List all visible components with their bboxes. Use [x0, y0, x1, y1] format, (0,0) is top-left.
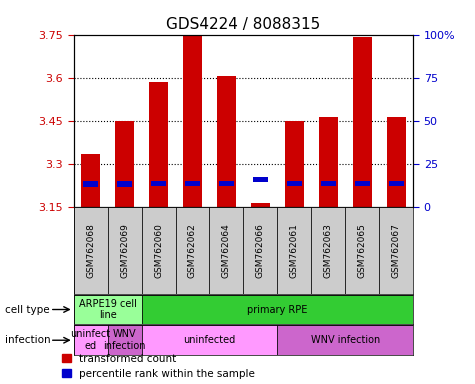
- Bar: [183, 36, 202, 207]
- Text: GSM762061: GSM762061: [290, 223, 299, 278]
- FancyBboxPatch shape: [277, 325, 413, 355]
- FancyBboxPatch shape: [379, 207, 413, 294]
- Text: GSM762062: GSM762062: [188, 223, 197, 278]
- Text: GSM762064: GSM762064: [222, 223, 231, 278]
- Text: WNV infection: WNV infection: [311, 335, 380, 345]
- Bar: [185, 180, 200, 186]
- Bar: [219, 180, 234, 186]
- Text: GSM762068: GSM762068: [86, 223, 95, 278]
- Bar: [253, 177, 268, 182]
- Bar: [115, 121, 134, 207]
- Text: infection: infection: [5, 335, 50, 345]
- FancyBboxPatch shape: [107, 207, 142, 294]
- Bar: [81, 154, 100, 207]
- Text: GSM762069: GSM762069: [120, 223, 129, 278]
- Bar: [83, 182, 98, 187]
- Text: GSM762065: GSM762065: [358, 223, 367, 278]
- FancyBboxPatch shape: [209, 207, 243, 294]
- FancyBboxPatch shape: [243, 207, 277, 294]
- Bar: [117, 182, 132, 187]
- Text: uninfect
ed: uninfect ed: [71, 329, 111, 351]
- Text: GSM762060: GSM762060: [154, 223, 163, 278]
- FancyBboxPatch shape: [142, 325, 277, 355]
- FancyBboxPatch shape: [277, 207, 312, 294]
- Bar: [389, 180, 404, 186]
- Bar: [319, 117, 338, 207]
- Title: GDS4224 / 8088315: GDS4224 / 8088315: [166, 17, 321, 32]
- Bar: [151, 180, 166, 186]
- FancyBboxPatch shape: [142, 207, 176, 294]
- Text: GSM762067: GSM762067: [392, 223, 401, 278]
- Bar: [217, 76, 236, 207]
- Text: GSM762066: GSM762066: [256, 223, 265, 278]
- FancyBboxPatch shape: [176, 207, 209, 294]
- Text: primary RPE: primary RPE: [247, 305, 308, 314]
- Bar: [353, 38, 371, 207]
- Bar: [387, 117, 406, 207]
- Text: ARPE19 cell
line: ARPE19 cell line: [79, 299, 136, 320]
- Bar: [149, 82, 168, 207]
- FancyBboxPatch shape: [107, 325, 142, 355]
- Bar: [287, 180, 302, 186]
- Text: GSM762063: GSM762063: [324, 223, 333, 278]
- Bar: [355, 180, 370, 186]
- Text: WNV
infection: WNV infection: [104, 329, 146, 351]
- FancyBboxPatch shape: [74, 207, 107, 294]
- Bar: [251, 203, 270, 207]
- Text: cell type: cell type: [5, 305, 49, 314]
- FancyBboxPatch shape: [74, 325, 107, 355]
- Legend: transformed count, percentile rank within the sample: transformed count, percentile rank withi…: [62, 354, 255, 379]
- FancyBboxPatch shape: [312, 207, 345, 294]
- Bar: [285, 121, 304, 207]
- Text: uninfected: uninfected: [183, 335, 236, 345]
- Bar: [321, 180, 336, 186]
- FancyBboxPatch shape: [74, 295, 142, 324]
- FancyBboxPatch shape: [345, 207, 379, 294]
- FancyBboxPatch shape: [142, 295, 413, 324]
